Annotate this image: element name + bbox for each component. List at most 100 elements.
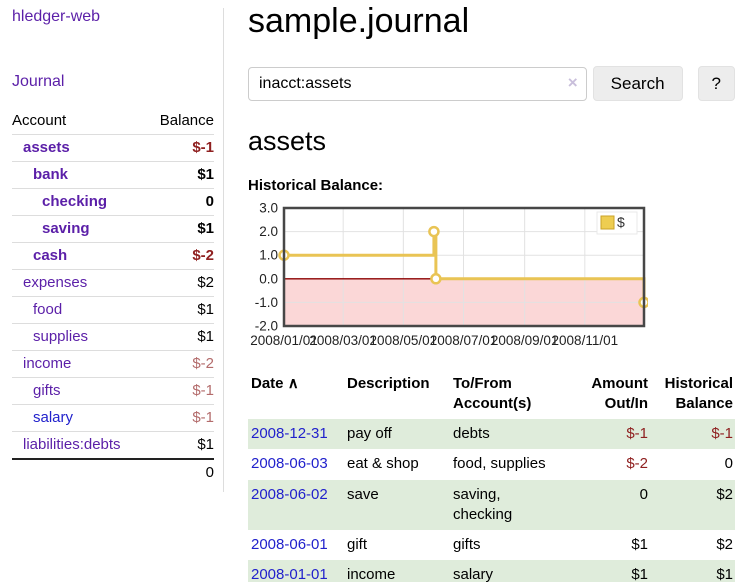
balance-column-header: Balance bbox=[159, 112, 214, 129]
account-balance: $1 bbox=[146, 161, 214, 189]
account-row: expenses $2 bbox=[12, 269, 214, 297]
account-link[interactable]: saving bbox=[42, 220, 90, 237]
transaction-date-link[interactable]: 2008-12-31 bbox=[251, 425, 328, 442]
account-row: gifts $-1 bbox=[12, 377, 214, 405]
page-title: sample.journal bbox=[248, 2, 470, 40]
account-row: cash $-2 bbox=[12, 242, 214, 270]
account-row: bank $1 bbox=[12, 161, 214, 189]
svg-text:2008/05/01: 2008/05/01 bbox=[370, 333, 438, 348]
search-bar: × Search ? bbox=[248, 66, 735, 101]
transaction-accounts: saving, checking bbox=[453, 485, 513, 523]
sort-ascending-icon: ∧ bbox=[287, 375, 299, 392]
account-balance: $-1 bbox=[146, 404, 214, 432]
account-link[interactable]: liabilities:debts bbox=[23, 436, 121, 453]
transaction-date-link[interactable]: 2008-06-02 bbox=[251, 485, 328, 503]
historical-column-header: Historical Balance bbox=[650, 370, 735, 419]
svg-text:2008/09/01: 2008/09/01 bbox=[491, 333, 559, 348]
transaction-date-link[interactable]: 2008-01-01 bbox=[251, 566, 328, 582]
transaction-balance: $2 bbox=[716, 485, 733, 503]
svg-text:2.0: 2.0 bbox=[259, 224, 278, 239]
amount-header-line2: Out/In bbox=[604, 394, 648, 412]
account-link[interactable]: gifts bbox=[33, 382, 61, 399]
account-balance: $-2 bbox=[146, 350, 214, 378]
transaction-amount: $-2 bbox=[626, 455, 648, 473]
svg-text:0.0: 0.0 bbox=[259, 271, 278, 286]
transaction-balance: $-1 bbox=[711, 425, 733, 442]
total-balance: 0 bbox=[146, 458, 214, 486]
account-balance: $-2 bbox=[146, 242, 214, 270]
sidebar-panel: hledger-web Journal Account Balance asse… bbox=[12, 8, 224, 492]
transaction-date-link[interactable]: 2008-06-03 bbox=[251, 455, 328, 473]
transaction-amount: 0 bbox=[639, 485, 648, 503]
transaction-accounts: salary bbox=[453, 566, 494, 582]
clear-search-icon[interactable]: × bbox=[567, 72, 578, 92]
tofrom-header-line2: Account(s) bbox=[453, 394, 532, 412]
account-balance: $1 bbox=[146, 296, 214, 324]
account-row: salary $-1 bbox=[12, 404, 214, 432]
tofrom-header-line1: To/From bbox=[453, 375, 512, 392]
transaction-row: 2008-01-01 income salary $1 $1 bbox=[248, 560, 735, 582]
balance-chart-svg: $3.0 2.0 1.0 0.0 -1.0 -2.02008/01/012008/03/0… bbox=[250, 201, 650, 348]
account-table-header: Account Balance bbox=[12, 108, 214, 135]
amount-column-header: Amount Out/In bbox=[565, 370, 650, 419]
total-spacer bbox=[12, 458, 147, 486]
account-link[interactable]: checking bbox=[42, 193, 108, 210]
account-balance: 0 bbox=[146, 188, 214, 216]
transaction-row: 2008-06-02 save saving, checking 0 $2 bbox=[248, 479, 735, 530]
svg-text:-1.0: -1.0 bbox=[255, 295, 278, 310]
sidebar-item-journal[interactable]: Journal bbox=[12, 73, 65, 90]
app-title-link[interactable]: hledger-web bbox=[12, 8, 101, 25]
transaction-description: income bbox=[347, 566, 396, 582]
transaction-description: save bbox=[347, 485, 379, 503]
chart-heading: Historical Balance: bbox=[248, 177, 384, 194]
transaction-accounts: debts bbox=[453, 425, 490, 442]
svg-text:3.0: 3.0 bbox=[259, 203, 278, 216]
register-table-header: Date ∧ Description To/From Account(s) Am… bbox=[248, 370, 735, 419]
svg-text:2008/07/01: 2008/07/01 bbox=[430, 333, 498, 348]
historical-header-line1: Historical bbox=[664, 375, 733, 392]
svg-text:-2.0: -2.0 bbox=[255, 319, 278, 334]
transaction-row: 2008-12-31 pay off debts $-1 $-1 bbox=[248, 419, 735, 450]
transaction-date-link[interactable]: 2008-06-01 bbox=[251, 536, 328, 553]
transaction-amount: $1 bbox=[631, 566, 648, 582]
date-column-header[interactable]: Date ∧ bbox=[248, 370, 347, 419]
account-row: supplies $1 bbox=[12, 323, 214, 351]
account-column-header: Account bbox=[12, 112, 67, 129]
account-row: food $1 bbox=[12, 296, 214, 324]
account-row: assets $-1 bbox=[12, 134, 214, 162]
sidebar: hledger-web Journal Account Balance asse… bbox=[0, 0, 232, 582]
main-content: sample.journal × Search ? assets Histori… bbox=[232, 0, 742, 582]
description-column-header: Description bbox=[347, 375, 430, 392]
account-link[interactable]: cash bbox=[33, 247, 68, 264]
help-button[interactable]: ? bbox=[697, 66, 735, 101]
account-link[interactable]: supplies bbox=[33, 328, 89, 345]
account-heading: assets bbox=[248, 126, 327, 156]
transaction-row: 2008-06-01 gift gifts $1 $2 bbox=[248, 530, 735, 560]
search-button[interactable]: Search bbox=[592, 66, 683, 101]
account-balance: $2 bbox=[146, 269, 214, 297]
account-link[interactable]: salary bbox=[33, 409, 74, 426]
transaction-row: 2008-06-03 eat & shop food, supplies $-2 0 bbox=[248, 449, 735, 479]
account-row: income $-2 bbox=[12, 350, 214, 378]
transaction-description: gift bbox=[347, 536, 368, 553]
transaction-accounts: gifts bbox=[453, 536, 481, 553]
svg-text:2008/01/01: 2008/01/01 bbox=[250, 333, 318, 348]
transaction-balance: 0 bbox=[724, 455, 733, 473]
search-input[interactable] bbox=[248, 66, 587, 101]
account-balance: $1 bbox=[146, 215, 214, 243]
svg-text:1.0: 1.0 bbox=[259, 248, 278, 263]
transaction-balance: $1 bbox=[716, 566, 733, 582]
transaction-amount: $1 bbox=[631, 536, 648, 553]
transaction-description: eat & shop bbox=[347, 455, 419, 473]
account-row: liabilities:debts $1 bbox=[12, 431, 214, 459]
svg-text:$: $ bbox=[617, 214, 625, 230]
account-link[interactable]: bank bbox=[33, 166, 69, 183]
account-link[interactable]: assets bbox=[23, 139, 70, 156]
transaction-accounts: food, supplies bbox=[453, 455, 546, 473]
account-link[interactable]: expenses bbox=[23, 274, 88, 291]
account-link[interactable]: food bbox=[33, 301, 63, 318]
account-row: saving $1 bbox=[12, 215, 214, 243]
account-link[interactable]: income bbox=[23, 355, 72, 372]
account-balance: $-1 bbox=[146, 377, 214, 405]
